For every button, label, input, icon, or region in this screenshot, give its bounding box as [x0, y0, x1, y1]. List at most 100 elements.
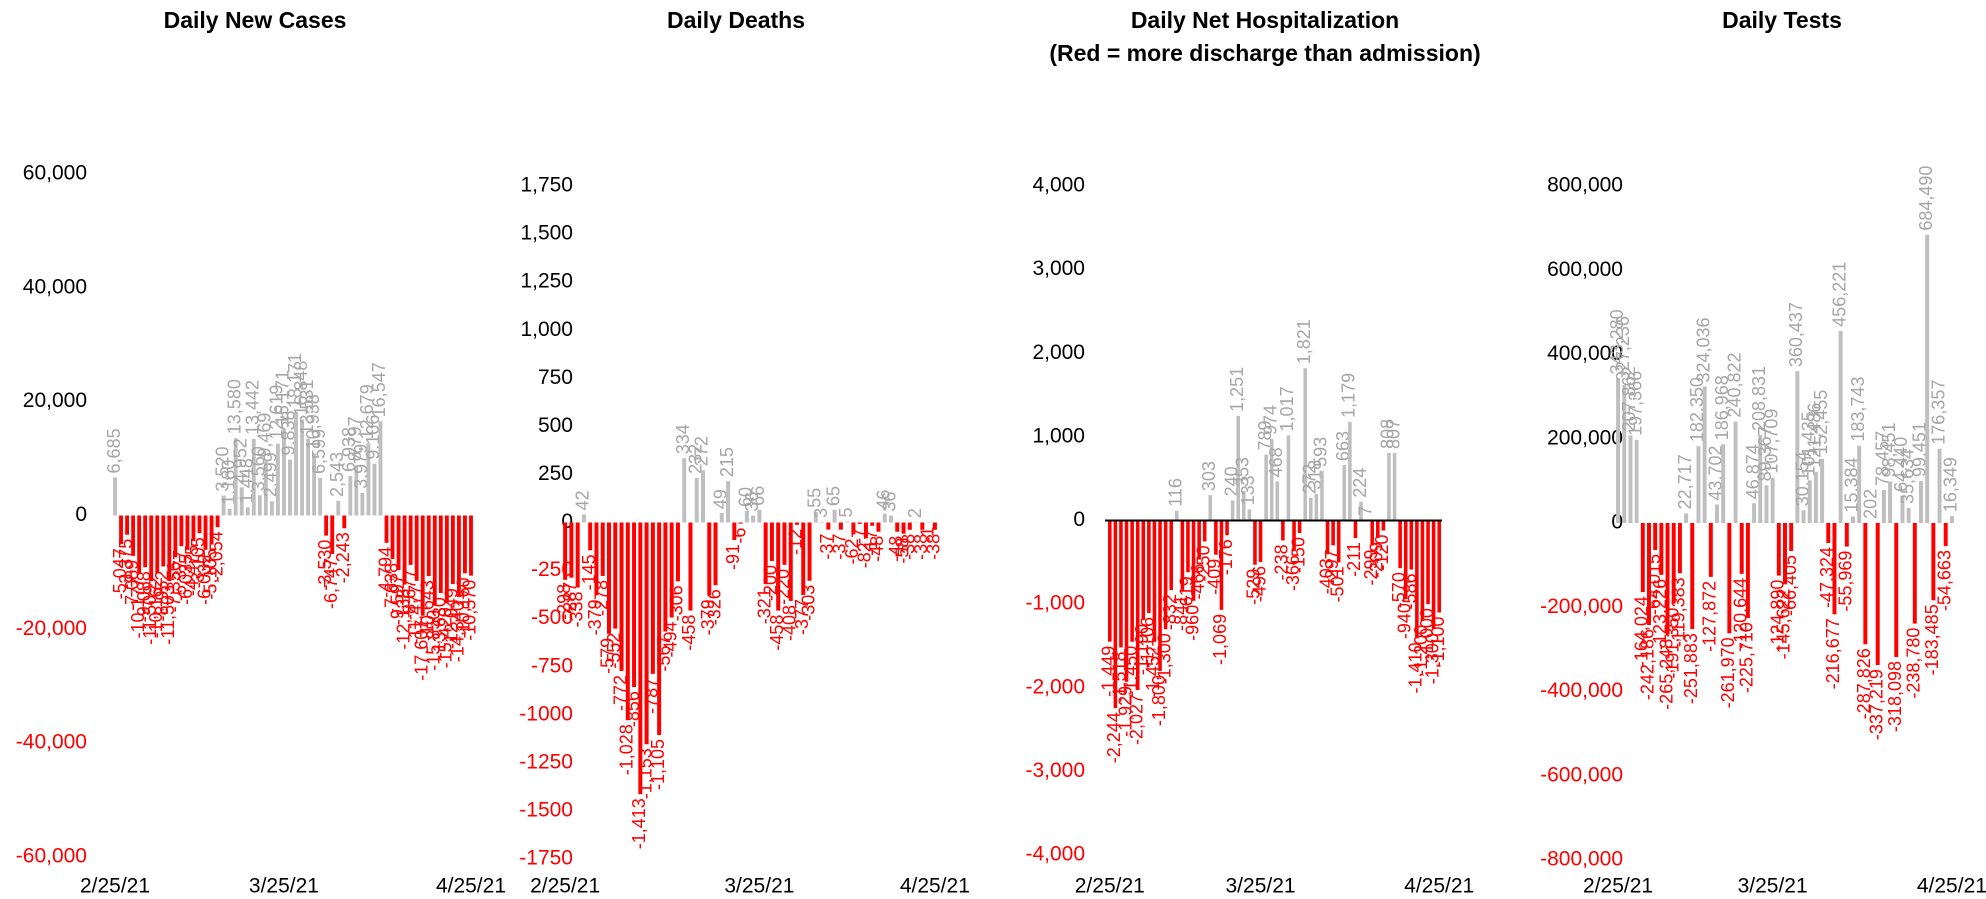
data-label: -297	[1322, 549, 1342, 585]
bar	[751, 515, 756, 523]
data-label: -940	[1394, 603, 1414, 639]
data-label: -127,872	[1700, 581, 1720, 652]
data-label: -242,186	[1638, 629, 1658, 700]
data-label: 182,350	[1687, 377, 1707, 442]
data-label: -11,477	[405, 585, 425, 645]
y-tick-label: -1250	[519, 750, 573, 773]
bar	[1943, 523, 1948, 547]
data-label: -338	[566, 591, 586, 627]
bar	[1696, 446, 1701, 523]
bar	[1119, 520, 1123, 648]
bar	[1398, 520, 1402, 569]
bar	[1752, 503, 1757, 523]
bar	[588, 522, 593, 551]
x-tick-label: 3/25/21	[249, 875, 319, 898]
data-label: 65	[823, 486, 843, 506]
data-label: 78,457	[1873, 431, 1893, 486]
data-label: -48	[867, 536, 887, 562]
bar	[1269, 439, 1274, 521]
data-label: -337,219	[1866, 669, 1886, 740]
bar	[1727, 523, 1732, 634]
data-label: -306	[667, 585, 687, 621]
bar	[1113, 520, 1118, 709]
data-label: -1,300	[1154, 633, 1174, 684]
data-label: -120,644	[1730, 578, 1750, 649]
data-label: -2,243	[333, 532, 353, 583]
bar	[239, 487, 244, 516]
data-label: 353	[1233, 457, 1253, 487]
bar	[1409, 520, 1414, 570]
bar	[438, 515, 443, 594]
data-label: -570	[1389, 572, 1409, 608]
bar	[119, 515, 123, 545]
chart-title: Daily Tests	[1722, 7, 1842, 33]
data-label: -3,105	[188, 537, 208, 588]
data-label: -458	[767, 615, 787, 651]
data-label: -567	[654, 636, 674, 672]
data-label: 9,469	[255, 413, 275, 458]
bar	[1888, 481, 1893, 523]
data-label: -265,248	[1656, 639, 1676, 710]
data-label: -64,015	[1644, 554, 1664, 615]
bar	[294, 412, 298, 516]
bar	[1175, 510, 1179, 521]
bar	[1258, 520, 1263, 562]
data-label: 36	[880, 492, 900, 512]
data-label: 121,486	[1805, 403, 1825, 468]
data-label: 12,679	[357, 384, 377, 439]
data-label: -8,952	[152, 570, 172, 621]
bar	[1163, 520, 1168, 630]
data-label: 15,384	[1842, 457, 1862, 512]
data-label: -1,413	[629, 798, 649, 849]
y-tick-label: 400,000	[1547, 342, 1623, 365]
bar	[1426, 520, 1430, 605]
bar	[1392, 453, 1397, 521]
data-label: -6,747	[321, 558, 341, 609]
data-label: -58	[892, 538, 912, 564]
y-tick-label: 40,000	[23, 275, 87, 298]
data-label: 240,822	[1724, 352, 1744, 417]
data-label: 360,437	[1786, 302, 1806, 367]
bar	[1715, 504, 1719, 523]
bar	[895, 522, 900, 532]
bar	[1191, 520, 1196, 601]
data-label: -321	[754, 588, 774, 624]
bar	[600, 522, 605, 576]
y-tick-label: 60,000	[23, 162, 87, 185]
bar	[330, 515, 335, 554]
data-label: -377	[792, 599, 812, 635]
data-label: 1,179	[1339, 373, 1359, 418]
y-tick-label: 1,000	[520, 318, 573, 341]
bar	[1931, 523, 1936, 601]
x-tick-label: 2/25/21	[1583, 875, 1653, 898]
bar	[402, 515, 407, 585]
bar	[282, 429, 286, 516]
data-label: -37	[830, 534, 850, 560]
bar	[378, 421, 383, 516]
bar	[1671, 523, 1676, 604]
data-label: 2,543	[327, 452, 347, 497]
bar	[1832, 523, 1837, 615]
y-tick-label: 750	[538, 366, 573, 389]
bar	[1415, 520, 1419, 639]
data-label: 3,520	[212, 446, 232, 491]
x-tick-label: 4/25/21	[900, 875, 970, 898]
data-label: 208,831	[1749, 366, 1769, 431]
y-tick-label: -250	[531, 558, 573, 581]
bar	[757, 509, 762, 523]
bar	[1331, 520, 1335, 546]
y-tick-label: 0	[1073, 508, 1085, 531]
chart-subtitle: (Red = more discharge than admission)	[1049, 40, 1480, 66]
bar	[1431, 520, 1436, 630]
bar	[776, 522, 781, 611]
bar	[1297, 520, 1302, 534]
data-label: 789	[1255, 420, 1275, 450]
bar	[1359, 501, 1363, 521]
data-label: -120	[1372, 535, 1392, 571]
data-label: -17	[861, 530, 881, 556]
data-label: -4,794	[375, 547, 395, 598]
bar	[888, 515, 894, 523]
data-label: 116	[1166, 478, 1186, 507]
y-tick-label: 250	[538, 462, 573, 485]
data-label: -7,356	[164, 561, 184, 612]
